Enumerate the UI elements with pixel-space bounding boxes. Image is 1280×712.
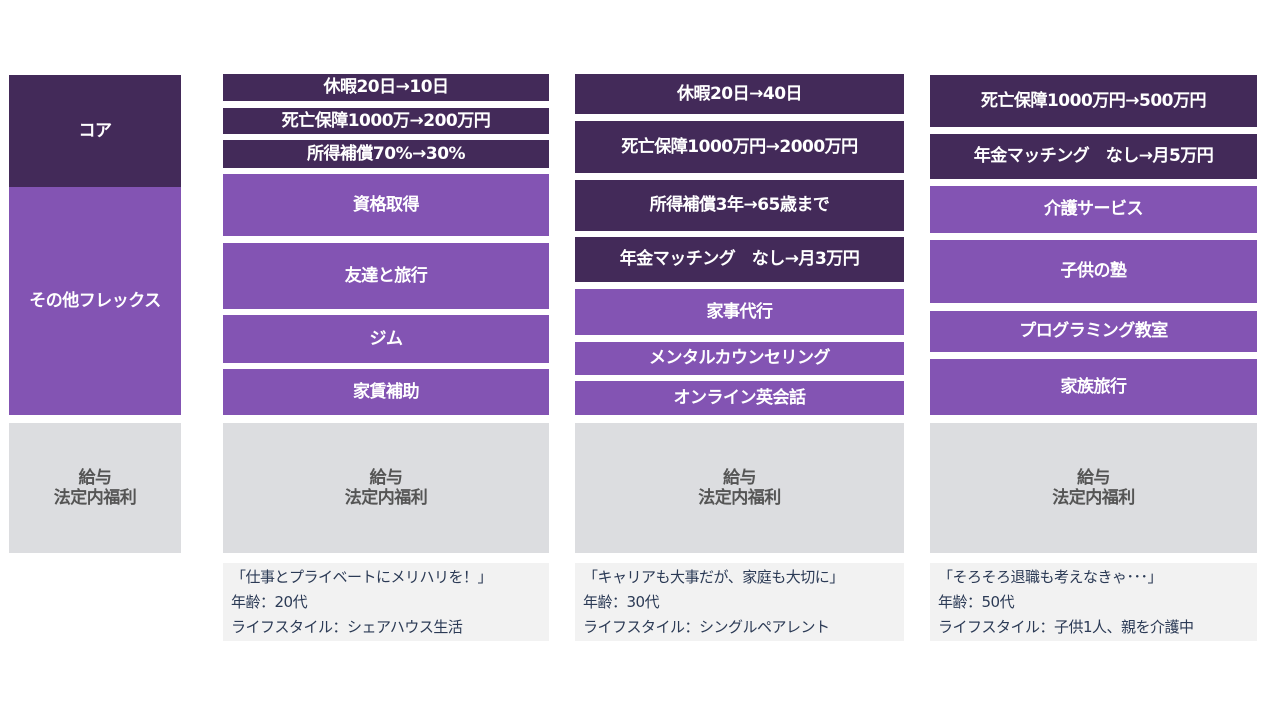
base-label-line2: 法定内福利 — [53, 488, 137, 508]
base-line2: 法定内福利 — [698, 488, 781, 508]
core-item: 所得補償3年→65歳まで — [575, 180, 904, 231]
base-line2: 法定内福利 — [1052, 488, 1135, 508]
persona-lifestyle: ライフスタイル：シェアハウス生活 — [231, 618, 463, 636]
flex-item: 介護サービス — [930, 186, 1257, 233]
core-item: 休暇20日→10日 — [223, 74, 549, 101]
flex-item: オンライン英会話 — [575, 381, 904, 415]
core-item: 年金マッチング なし→月3万円 — [575, 237, 904, 282]
persona-lifestyle: ライフスタイル：子供1人、親を介護中 — [938, 618, 1194, 636]
core-label: コア — [9, 75, 181, 187]
base-line1: 給与 — [1077, 467, 1111, 488]
base-line1: 給与 — [723, 467, 757, 488]
persona-lifestyle: ライフスタイル：シングルペアレント — [583, 618, 830, 636]
core-item: 死亡保障1000万円→2000万円 — [575, 121, 904, 173]
flex-item: メンタルカウンセリング — [575, 342, 904, 375]
flex-item: 家族旅行 — [930, 359, 1257, 415]
persona-age: 年齢：20代 — [231, 593, 308, 611]
persona-quote: 「仕事とプライベートにメリハリを！」 — [231, 568, 493, 586]
persona-age: 年齢：50代 — [938, 593, 1015, 611]
persona-quote: 「キャリアも大事だが、家庭も大切に」 — [583, 568, 844, 586]
flex-item: 資格取得 — [223, 174, 549, 236]
base-block: 給与 法定内福利 — [223, 423, 549, 553]
persona-note: 「キャリアも大事だが、家庭も大切に」 年齢：30代 ライフスタイル：シングルペア… — [575, 563, 904, 641]
flex-item: 家事代行 — [575, 289, 904, 335]
persona-note: 「そろそろ退職も考えなきゃ･･･」 年齢：50代 ライフスタイル：子供1人、親を… — [930, 563, 1257, 641]
flex-label-text: その他フレックス — [29, 290, 161, 311]
flex-item: 家賃補助 — [223, 369, 549, 415]
core-item: 所得補償70%→30% — [223, 140, 549, 168]
core-item: 死亡保障1000万→200万円 — [223, 108, 549, 134]
persona-note: 「仕事とプライベートにメリハリを！」 年齢：20代 ライフスタイル：シェアハウス… — [223, 563, 549, 641]
core-label-text: コア — [78, 120, 113, 141]
flex-item: プログラミング教室 — [930, 311, 1257, 352]
base-line1: 給与 — [369, 467, 404, 488]
base-line2: 法定内福利 — [344, 488, 428, 508]
flex-item: 友達と旅行 — [223, 243, 549, 309]
core-item: 年金マッチング なし→月5万円 — [930, 134, 1257, 179]
base-label: 給与 法定内福利 — [9, 423, 181, 553]
flex-label: その他フレックス — [9, 187, 181, 415]
base-block: 給与 法定内福利 — [930, 423, 1257, 553]
base-block: 給与 法定内福利 — [575, 423, 904, 553]
core-item: 休暇20日→40日 — [575, 74, 904, 114]
persona-quote: 「そろそろ退職も考えなきゃ･･･」 — [938, 568, 1163, 586]
base-label-line1: 給与 — [78, 467, 113, 488]
core-item: 死亡保障1000万円→500万円 — [930, 75, 1257, 127]
persona-age: 年齢：30代 — [583, 593, 660, 611]
flex-item: ジム — [223, 315, 549, 363]
flex-item: 子供の塾 — [930, 240, 1257, 303]
